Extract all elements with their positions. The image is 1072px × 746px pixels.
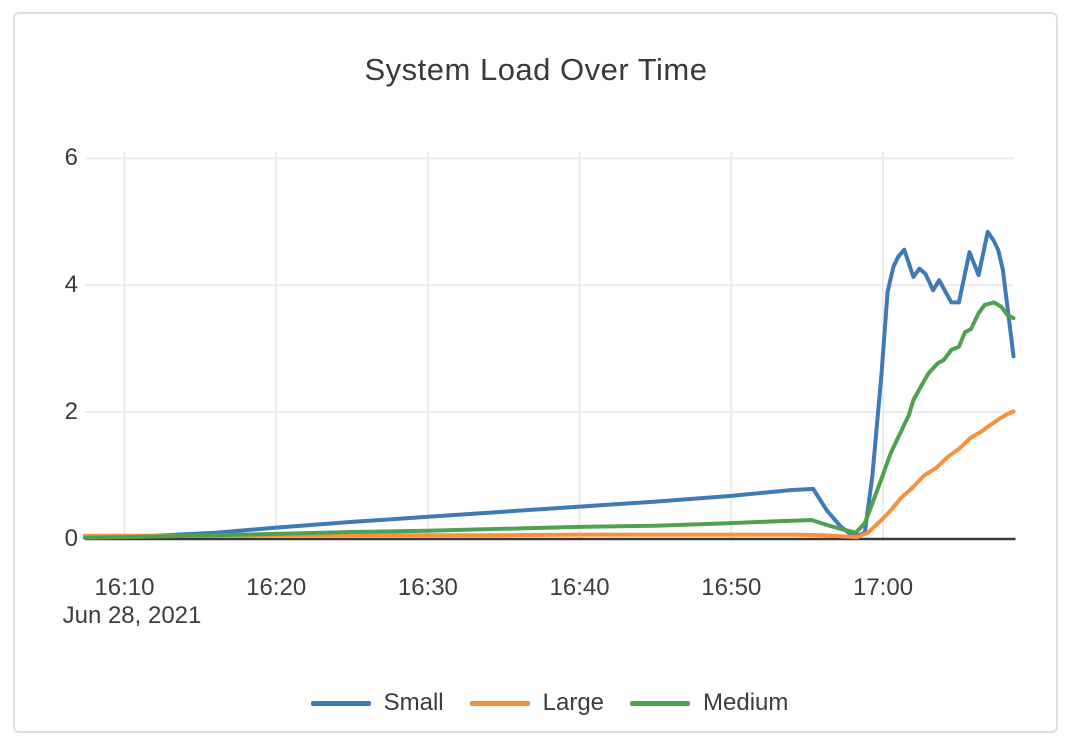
y-tick-label-4: 4 <box>64 271 78 299</box>
series-line-large <box>83 409 1016 540</box>
legend-line-swatch-small <box>310 700 371 706</box>
series-line-medium <box>83 300 1016 540</box>
legend-item-medium[interactable]: Medium <box>630 688 788 718</box>
x-axis-date-label: Jun 28, 2021 <box>62 602 202 629</box>
legend-item-large[interactable]: Large <box>469 688 605 718</box>
y-tick-label-0: 0 <box>64 525 78 552</box>
x-tick-label-16:10: 16:10 <box>94 574 155 601</box>
legend-label-medium: Medium <box>703 689 789 716</box>
x-tick-label-16:20: 16:20 <box>246 574 307 601</box>
x-tick-label-16:40: 16:40 <box>549 574 610 601</box>
legend-label-large: Large <box>542 689 605 716</box>
chart-title: System Load Over Time <box>364 52 708 87</box>
x-tick-label-17:00: 17:00 <box>852 574 914 601</box>
y-tick-label-6: 6 <box>64 144 78 172</box>
x-tick-label-16:50: 16:50 <box>701 574 762 601</box>
y-tick-label-2: 2 <box>64 398 78 426</box>
legend-item-small[interactable]: Small <box>310 688 444 718</box>
legend-line-swatch-medium <box>630 700 691 706</box>
legend-line-swatch-large <box>469 700 530 706</box>
series-line-small <box>83 229 1016 540</box>
x-tick-label-16:30: 16:30 <box>397 574 458 601</box>
legend-label-small: Small <box>383 689 444 716</box>
legend: Small Large Medium <box>85 688 1014 718</box>
